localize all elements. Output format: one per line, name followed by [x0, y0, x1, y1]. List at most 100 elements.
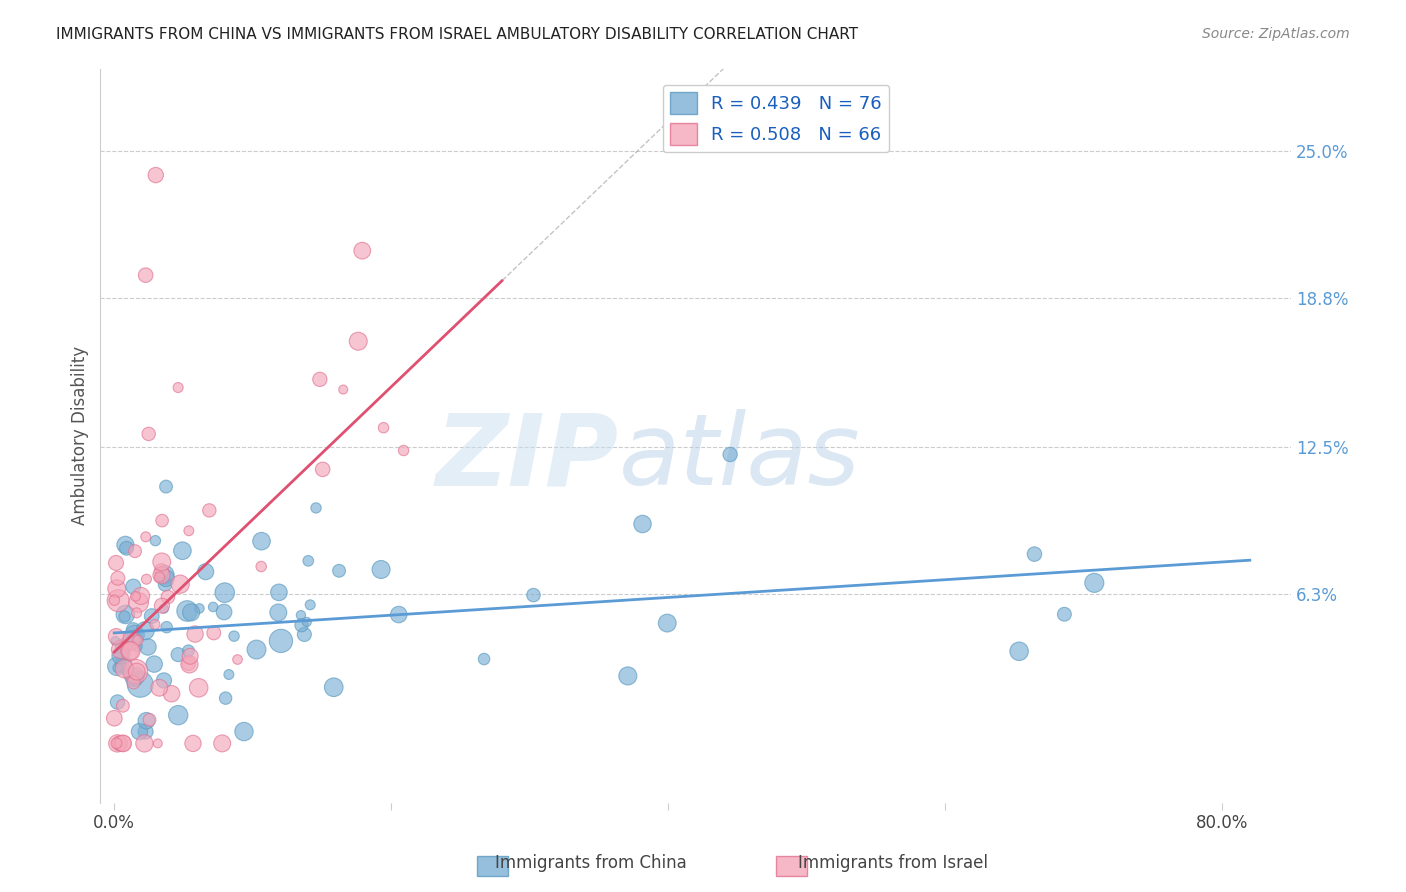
Immigrants from Israel — [177, 524, 200, 538]
Immigrants from China — [122, 580, 145, 594]
Immigrants from Israel — [112, 736, 135, 750]
Immigrants from China — [135, 724, 157, 739]
Y-axis label: Ambulatory Disability: Ambulatory Disability — [72, 346, 89, 525]
Immigrants from China — [141, 609, 163, 624]
Immigrants from Israel — [156, 590, 179, 604]
Immigrants from China — [322, 680, 344, 694]
Immigrants from Israel — [187, 681, 209, 695]
Immigrants from Israel — [105, 582, 128, 596]
Immigrants from China — [1053, 607, 1076, 622]
Immigrants from Israel — [124, 590, 146, 604]
Immigrants from China — [214, 691, 236, 706]
Immigrants from China — [124, 670, 146, 684]
Immigrants from Israel — [107, 593, 129, 607]
Immigrants from China — [299, 598, 322, 612]
Immigrants from China — [145, 533, 167, 548]
Immigrants from China — [657, 616, 679, 631]
Immigrants from Israel — [145, 168, 167, 182]
Immigrants from China — [202, 599, 225, 614]
Immigrants from Israel — [134, 736, 156, 750]
Immigrants from Israel — [135, 530, 157, 544]
Immigrants from China — [295, 615, 318, 629]
Immigrants from China — [129, 677, 152, 691]
Text: atlas: atlas — [619, 409, 860, 506]
Immigrants from China — [176, 604, 198, 618]
Immigrants from Israel — [103, 711, 125, 725]
Text: IMMIGRANTS FROM CHINA VS IMMIGRANTS FROM ISRAEL AMBULATORY DISABILITY CORRELATIO: IMMIGRANTS FROM CHINA VS IMMIGRANTS FROM… — [56, 27, 859, 42]
Immigrants from China — [114, 607, 136, 622]
Immigrants from Israel — [105, 629, 128, 643]
Immigrants from Israel — [125, 606, 148, 620]
Immigrants from China — [631, 516, 654, 531]
Immigrants from Israel — [138, 713, 160, 727]
Immigrants from Israel — [125, 665, 148, 679]
Immigrants from Israel — [128, 595, 150, 609]
Immigrants from Israel — [120, 633, 142, 648]
Immigrants from Israel — [250, 559, 273, 574]
Immigrants from Israel — [118, 644, 141, 658]
Immigrants from China — [167, 708, 190, 723]
Immigrants from China — [124, 628, 146, 642]
Immigrants from China — [125, 640, 148, 654]
Immigrants from Israel — [105, 556, 128, 570]
Immigrants from Israel — [181, 736, 204, 750]
Immigrants from Israel — [198, 503, 221, 517]
Immigrants from China — [155, 571, 177, 585]
Immigrants from China — [222, 629, 245, 643]
Text: Immigrants from China: Immigrants from China — [495, 855, 686, 872]
Immigrants from China — [472, 652, 495, 666]
Immigrants from Israel — [138, 426, 160, 441]
Immigrants from China — [124, 630, 146, 644]
Immigrants from Israel — [211, 736, 233, 750]
Immigrants from China — [194, 565, 217, 579]
Immigrants from China — [153, 577, 176, 591]
Immigrants from Israel — [143, 617, 166, 632]
Immigrants from Israel — [125, 665, 148, 679]
Immigrants from China — [107, 661, 129, 675]
Immigrants from China — [245, 642, 267, 657]
Immigrants from China — [172, 543, 194, 558]
Immigrants from Israel — [202, 626, 225, 640]
Immigrants from Israel — [107, 571, 129, 585]
Immigrants from China — [135, 714, 157, 728]
Immigrants from China — [328, 564, 350, 578]
Immigrants from Israel — [135, 572, 157, 586]
Immigrants from Israel — [373, 420, 395, 434]
Immigrants from China — [233, 724, 256, 739]
Immigrants from Israel — [352, 244, 374, 258]
Immigrants from China — [212, 605, 235, 619]
Immigrants from China — [128, 724, 150, 739]
Immigrants from Israel — [111, 698, 134, 713]
Immigrants from China — [115, 541, 138, 556]
Immigrants from Israel — [127, 633, 149, 648]
Immigrants from China — [1083, 575, 1105, 590]
Immigrants from China — [290, 618, 312, 632]
Immigrants from China — [104, 634, 127, 648]
Immigrants from China — [188, 601, 211, 615]
Immigrants from China — [270, 633, 292, 648]
Immigrants from Israel — [129, 589, 152, 603]
Immigrants from Israel — [148, 570, 170, 584]
Immigrants from Israel — [112, 662, 135, 676]
Immigrants from China — [153, 673, 176, 688]
Immigrants from Israel — [105, 736, 128, 750]
Immigrants from Israel — [150, 599, 173, 613]
Immigrants from Israel — [150, 568, 173, 582]
Immigrants from Israel — [148, 681, 170, 695]
Immigrants from Israel — [120, 644, 142, 658]
Immigrants from Israel — [122, 675, 145, 690]
Immigrants from China — [297, 554, 319, 568]
Immigrants from China — [370, 562, 392, 576]
Immigrants from China — [134, 624, 156, 638]
Immigrants from Israel — [184, 627, 207, 641]
Immigrants from China — [111, 647, 134, 661]
Immigrants from China — [305, 500, 328, 515]
Immigrants from China — [267, 606, 290, 620]
Immigrants from China — [153, 567, 176, 582]
Immigrants from China — [112, 657, 135, 672]
Immigrants from China — [153, 601, 176, 615]
Immigrants from China — [1008, 644, 1031, 658]
Immigrants from Israel — [332, 383, 354, 397]
Immigrants from China — [107, 695, 129, 709]
Immigrants from China — [167, 648, 190, 662]
